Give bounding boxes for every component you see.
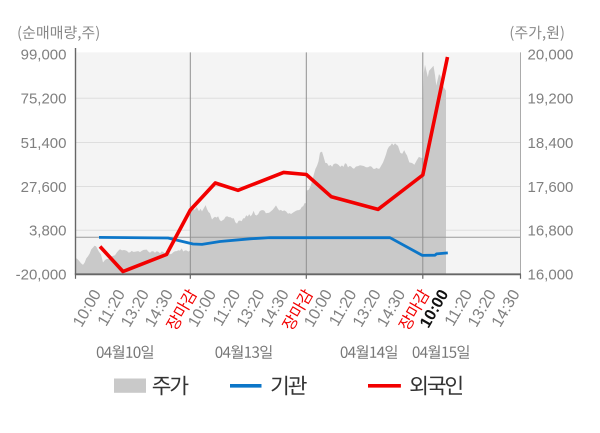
- svg-text:27,600: 27,600: [21, 179, 67, 196]
- svg-text:17,600: 17,600: [528, 179, 574, 196]
- svg-text:18,400: 18,400: [528, 135, 574, 152]
- svg-text:99,000: 99,000: [21, 47, 67, 64]
- svg-text:75,200: 75,200: [21, 91, 67, 108]
- svg-text:16,000: 16,000: [528, 267, 574, 284]
- svg-text:16,800: 16,800: [528, 223, 574, 240]
- svg-text:3,800: 3,800: [29, 223, 67, 240]
- svg-text:-20,000: -20,000: [16, 267, 67, 284]
- svg-text:20,000: 20,000: [528, 47, 574, 64]
- svg-text:51,400: 51,400: [21, 135, 67, 152]
- svg-text:19,200: 19,200: [528, 91, 574, 108]
